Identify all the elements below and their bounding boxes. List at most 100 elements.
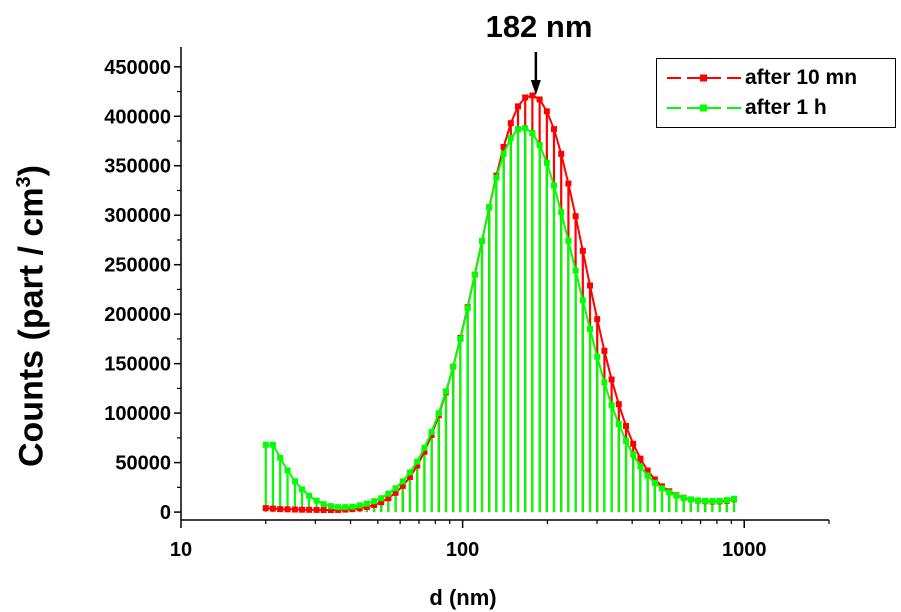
point-2-47 — [601, 379, 608, 386]
point-1-1 — [269, 505, 276, 512]
point-2-48 — [608, 402, 615, 409]
lines-layer — [262, 92, 738, 514]
point-1-45 — [587, 282, 594, 289]
legend-item-series-2: after 1 h — [667, 95, 827, 121]
point-1-51 — [630, 440, 637, 447]
point-1-54 — [651, 476, 658, 483]
point-2-23 — [428, 428, 435, 435]
point-1-40 — [550, 126, 557, 133]
y-axis-label: Counts (part / cm3) — [12, 164, 51, 468]
point-2-3 — [284, 467, 291, 474]
point-2-36 — [522, 125, 529, 132]
legend-swatch-series-2 — [667, 104, 741, 112]
point-2-14 — [363, 500, 370, 507]
point-2-61 — [702, 497, 709, 504]
point-2-27 — [457, 335, 464, 342]
x-tick-label-0: 10 — [170, 539, 192, 561]
point-2-19 — [399, 478, 406, 485]
point-1-16 — [378, 499, 385, 506]
point-2-21 — [414, 458, 421, 465]
point-1-42 — [565, 180, 572, 187]
point-2-13 — [356, 502, 363, 509]
point-2-52 — [637, 463, 644, 470]
y-tick-label-1: 50000 — [115, 453, 171, 475]
legend-item-series-1: after 10 mn — [667, 65, 857, 91]
point-1-39 — [543, 108, 550, 115]
point-2-7 — [313, 497, 320, 504]
y-tick-label-4: 200000 — [104, 304, 171, 326]
point-2-8 — [320, 501, 327, 508]
point-2-58 — [680, 495, 687, 502]
point-2-9 — [328, 503, 335, 510]
point-1-4 — [292, 506, 299, 513]
peak-arrow-head — [530, 80, 541, 95]
point-2-25 — [443, 388, 450, 395]
point-2-16 — [378, 495, 385, 502]
point-1-9 — [328, 507, 335, 514]
point-2-65 — [731, 495, 738, 502]
point-2-57 — [673, 492, 680, 499]
point-1-7 — [313, 506, 320, 513]
point-2-15 — [371, 498, 378, 505]
point-2-64 — [723, 497, 730, 504]
point-2-34 — [507, 135, 514, 142]
y-tick-label-0: 0 — [160, 502, 171, 524]
y-tick-label-9: 450000 — [104, 57, 171, 79]
point-2-45 — [587, 326, 594, 333]
x-axis-label: d (nm) — [429, 585, 497, 610]
point-1-41 — [558, 150, 565, 157]
point-2-31 — [486, 204, 493, 211]
y-tick-label-7: 350000 — [104, 156, 171, 178]
point-2-18 — [392, 485, 399, 492]
point-1-20 — [406, 473, 413, 480]
point-1-33 — [500, 143, 507, 150]
point-2-38 — [536, 141, 543, 148]
point-2-50 — [623, 437, 630, 444]
point-1-34 — [507, 120, 514, 127]
point-2-11 — [342, 504, 349, 511]
axes-layer: 0 50000 100000 150000 200000 250000 300000 3500… — [104, 47, 830, 561]
point-1-8 — [320, 507, 327, 514]
point-2-0 — [262, 441, 269, 448]
point-2-17 — [385, 490, 392, 497]
point-1-53 — [644, 467, 651, 474]
point-2-22 — [421, 444, 428, 451]
point-2-60 — [695, 497, 702, 504]
point-2-63 — [716, 497, 723, 504]
point-2-43 — [572, 267, 579, 274]
point-2-12 — [349, 503, 356, 510]
y-tick-label-3: 150000 — [104, 354, 171, 376]
point-1-44 — [579, 247, 586, 254]
point-2-62 — [709, 498, 716, 505]
point-2-55 — [659, 485, 666, 492]
point-2-6 — [306, 492, 313, 499]
point-2-32 — [493, 174, 500, 181]
point-1-18 — [392, 489, 399, 496]
point-1-17 — [385, 495, 392, 502]
y-tick-label-2: 100000 — [104, 403, 171, 425]
point-2-40 — [550, 182, 557, 189]
point-2-33 — [500, 150, 507, 157]
y-tick-label-5: 250000 — [104, 255, 171, 277]
point-2-56 — [666, 489, 673, 496]
point-2-1 — [269, 441, 276, 448]
point-1-35 — [515, 103, 522, 110]
point-1-36 — [522, 94, 529, 101]
peak-arrow — [530, 52, 541, 95]
point-1-38 — [536, 96, 543, 103]
point-1-22 — [421, 448, 428, 455]
legend: after 10 mn after 1 h — [656, 58, 896, 128]
y-tick-label-8: 400000 — [104, 106, 171, 128]
point-1-46 — [594, 316, 601, 323]
x-tick-label-1: 100 — [446, 539, 479, 561]
point-2-39 — [543, 159, 550, 166]
y-tick-label-6: 300000 — [104, 205, 171, 227]
series-line-2 — [265, 127, 735, 509]
point-1-14 — [363, 503, 370, 510]
point-2-4 — [292, 478, 299, 485]
legend-swatch-series-1 — [667, 74, 741, 82]
bars-layer — [264, 95, 736, 513]
point-1-43 — [572, 213, 579, 220]
point-1-49 — [615, 401, 622, 408]
